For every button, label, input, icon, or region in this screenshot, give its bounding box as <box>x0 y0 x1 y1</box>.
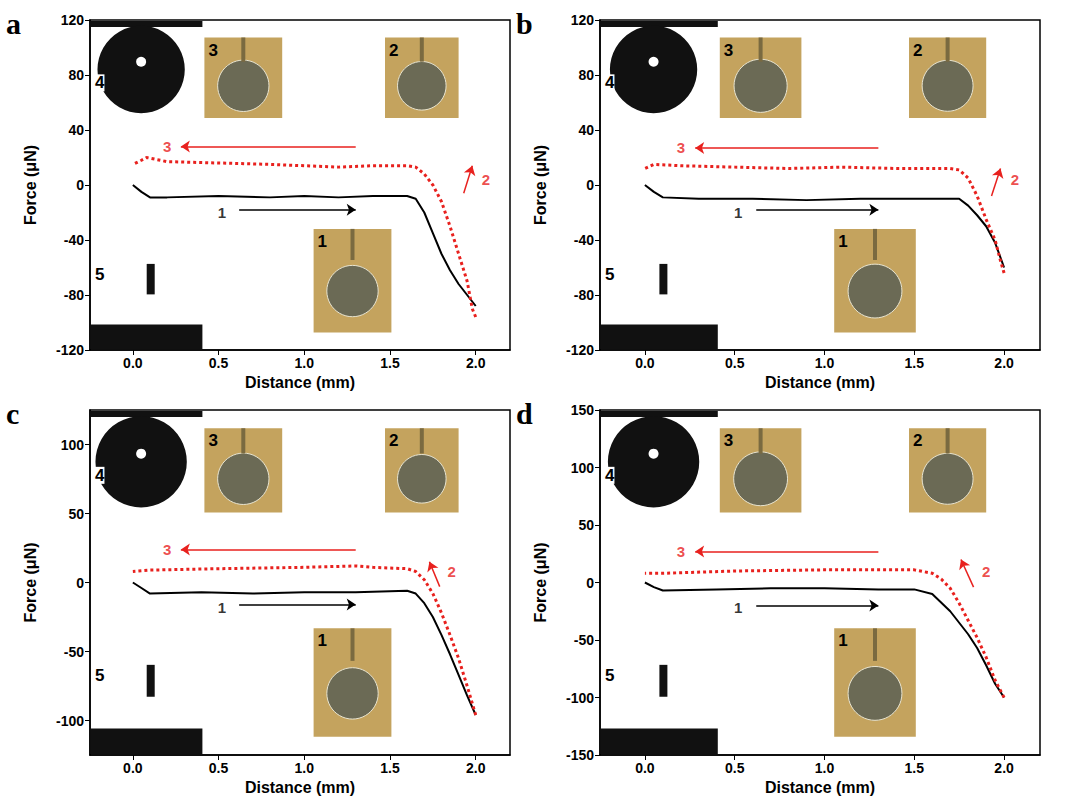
svg-text:80: 80 <box>578 67 594 83</box>
svg-text:Force (μN): Force (μN) <box>532 542 549 622</box>
svg-text:Distance (mm): Distance (mm) <box>245 779 355 796</box>
svg-text:40: 40 <box>68 122 84 138</box>
svg-text:d: d <box>516 397 533 430</box>
svg-text:50: 50 <box>578 517 594 533</box>
svg-text:120: 120 <box>571 12 595 28</box>
svg-text:0.5: 0.5 <box>209 355 229 371</box>
svg-text:a: a <box>6 7 21 40</box>
svg-text:2: 2 <box>389 41 398 60</box>
svg-text:4: 4 <box>605 73 615 92</box>
svg-text:0.5: 0.5 <box>725 760 745 776</box>
svg-text:1: 1 <box>318 232 327 251</box>
svg-text:50: 50 <box>68 506 84 522</box>
svg-text:1.5: 1.5 <box>380 355 400 371</box>
svg-text:150: 150 <box>571 402 595 418</box>
svg-text:0: 0 <box>586 177 594 193</box>
svg-text:1: 1 <box>218 204 226 221</box>
svg-text:5: 5 <box>95 265 104 284</box>
svg-text:-50: -50 <box>574 632 594 648</box>
svg-text:-50: -50 <box>64 644 84 660</box>
svg-text:5: 5 <box>95 666 104 685</box>
svg-text:1: 1 <box>218 599 226 616</box>
svg-text:Distance (mm): Distance (mm) <box>765 779 875 796</box>
svg-text:3: 3 <box>724 431 733 450</box>
svg-text:40: 40 <box>578 122 594 138</box>
svg-text:2.0: 2.0 <box>466 355 486 371</box>
svg-text:1: 1 <box>734 204 742 221</box>
svg-text:-120: -120 <box>56 342 84 358</box>
svg-text:1.0: 1.0 <box>295 760 315 776</box>
svg-text:2.0: 2.0 <box>994 355 1014 371</box>
svg-text:-100: -100 <box>566 690 594 706</box>
svg-text:3: 3 <box>677 139 685 156</box>
svg-text:1: 1 <box>838 631 847 650</box>
svg-text:3: 3 <box>163 138 171 155</box>
svg-text:1.5: 1.5 <box>905 760 925 776</box>
svg-text:0.5: 0.5 <box>725 355 745 371</box>
svg-text:0: 0 <box>76 575 84 591</box>
svg-text:0.0: 0.0 <box>635 355 655 371</box>
svg-text:1: 1 <box>318 631 327 650</box>
svg-text:5: 5 <box>605 265 614 284</box>
svg-text:5: 5 <box>605 666 614 685</box>
svg-text:120: 120 <box>61 12 85 28</box>
svg-text:b: b <box>516 7 533 40</box>
svg-text:1.5: 1.5 <box>905 355 925 371</box>
svg-text:100: 100 <box>61 437 85 453</box>
svg-text:1: 1 <box>838 232 847 251</box>
svg-text:0.0: 0.0 <box>123 355 143 371</box>
svg-text:Force (μN): Force (μN) <box>22 145 39 225</box>
svg-text:Distance (mm): Distance (mm) <box>245 374 355 391</box>
svg-text:0.5: 0.5 <box>209 760 229 776</box>
svg-text:80: 80 <box>68 67 84 83</box>
svg-text:0: 0 <box>586 575 594 591</box>
svg-text:2: 2 <box>448 563 456 580</box>
svg-text:Distance (mm): Distance (mm) <box>765 374 875 391</box>
svg-text:0: 0 <box>76 177 84 193</box>
svg-text:2: 2 <box>913 41 922 60</box>
svg-text:2.0: 2.0 <box>466 760 486 776</box>
svg-text:2: 2 <box>982 563 990 580</box>
svg-text:c: c <box>6 397 19 430</box>
svg-text:3: 3 <box>677 543 685 560</box>
svg-text:-80: -80 <box>574 287 594 303</box>
svg-text:1.0: 1.0 <box>815 760 835 776</box>
svg-text:1.0: 1.0 <box>815 355 835 371</box>
svg-text:2: 2 <box>1011 171 1019 188</box>
svg-text:Force (μN): Force (μN) <box>22 542 39 622</box>
svg-text:-40: -40 <box>64 232 84 248</box>
svg-text:1: 1 <box>734 599 742 616</box>
svg-text:0.0: 0.0 <box>635 760 655 776</box>
svg-text:2: 2 <box>389 431 398 450</box>
svg-text:4: 4 <box>605 466 615 485</box>
svg-text:-100: -100 <box>56 713 84 729</box>
svg-text:Force (μN): Force (μN) <box>532 145 549 225</box>
svg-text:4: 4 <box>95 466 105 485</box>
svg-text:2.0: 2.0 <box>994 760 1014 776</box>
svg-text:-120: -120 <box>566 342 594 358</box>
svg-text:-80: -80 <box>64 287 84 303</box>
svg-text:1.0: 1.0 <box>295 355 315 371</box>
svg-text:-150: -150 <box>566 747 594 763</box>
svg-text:3: 3 <box>208 431 217 450</box>
svg-text:4: 4 <box>95 73 105 92</box>
svg-text:1.5: 1.5 <box>380 760 400 776</box>
svg-text:0.0: 0.0 <box>123 760 143 776</box>
svg-text:-40: -40 <box>574 232 594 248</box>
svg-text:100: 100 <box>571 460 595 476</box>
svg-text:3: 3 <box>208 41 217 60</box>
svg-text:3: 3 <box>163 541 171 558</box>
svg-text:3: 3 <box>724 41 733 60</box>
svg-text:2: 2 <box>913 431 922 450</box>
svg-text:2: 2 <box>482 171 490 188</box>
